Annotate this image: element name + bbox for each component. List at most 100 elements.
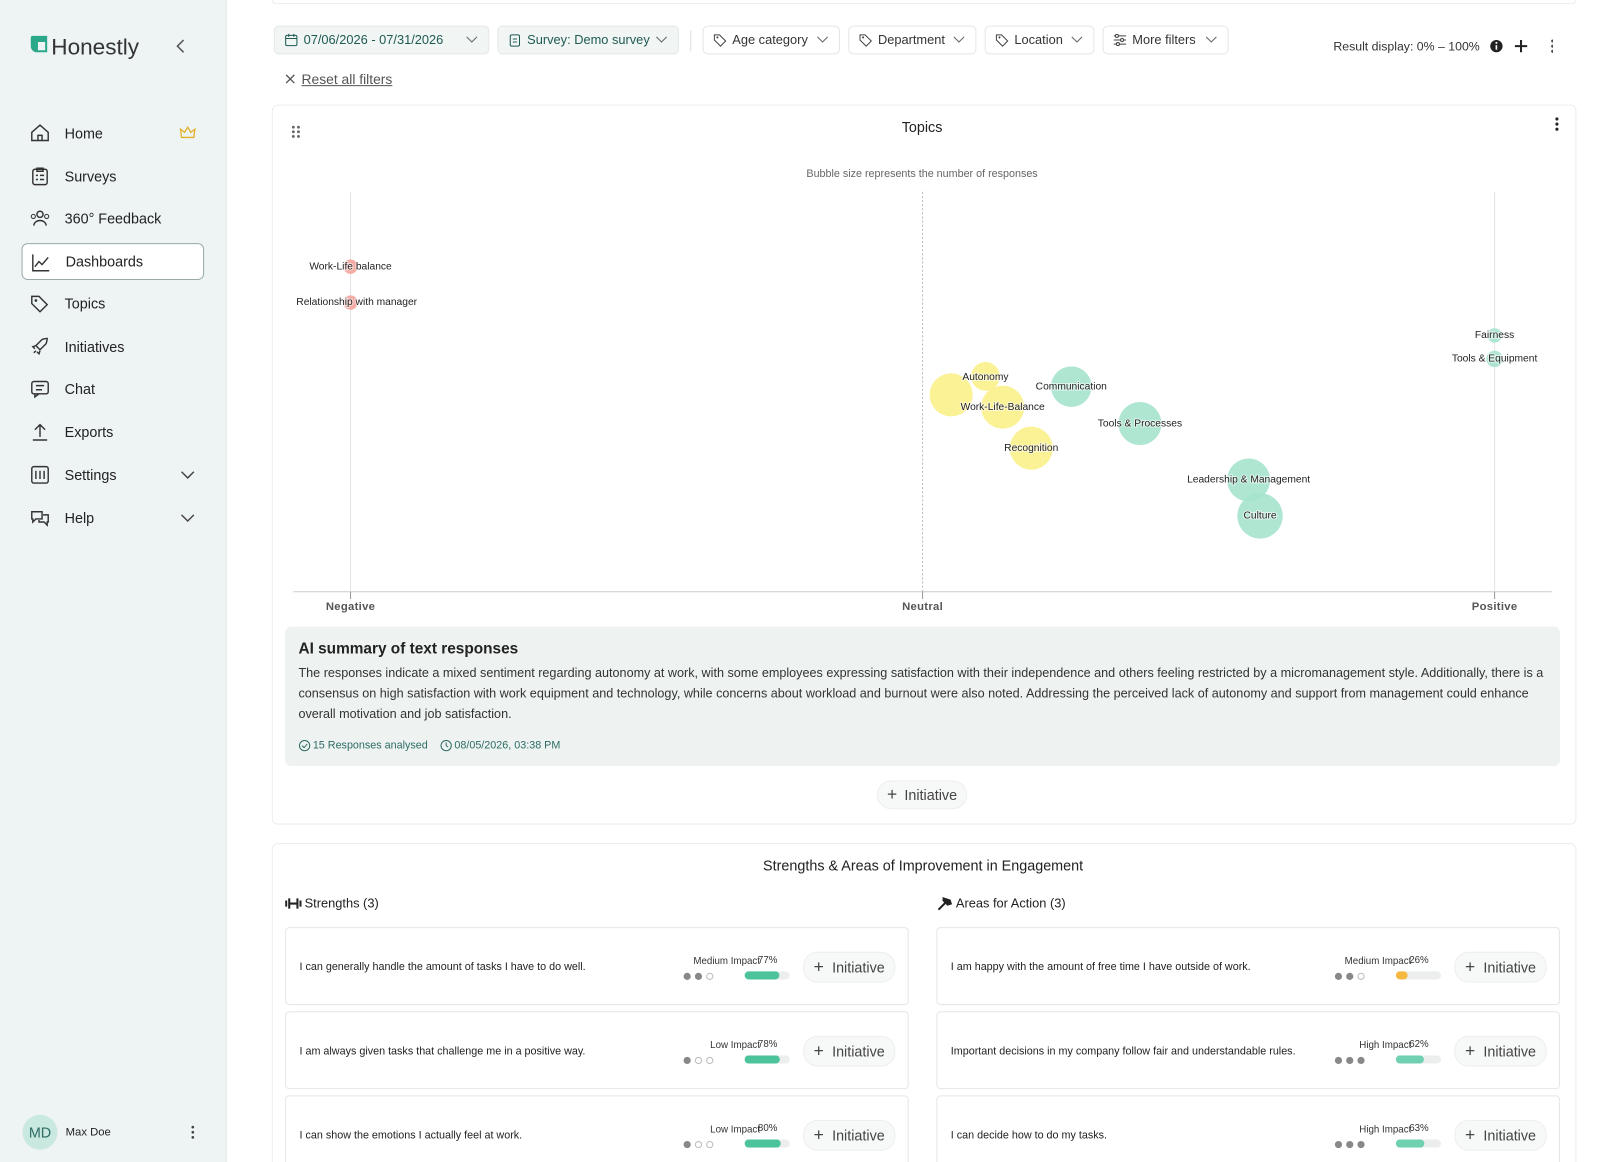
x-tick-label: Negative [326, 601, 375, 613]
impact-dots [1334, 1056, 1365, 1065]
statement-row: I am always given tasks that challenge m… [285, 1011, 909, 1090]
impact-dot [694, 972, 703, 980]
impact-dot [1346, 972, 1354, 980]
statement-text: Important decisions in my company follow… [950, 1045, 1296, 1058]
separator [690, 30, 692, 52]
initiative-button[interactable]: + Initiative [803, 1035, 896, 1067]
score-bar [1395, 1139, 1442, 1148]
bubble-label: Fairness [1475, 330, 1514, 341]
expand-chevron[interactable] [181, 471, 195, 479]
check-icon [298, 739, 311, 752]
nav-icon [31, 124, 49, 142]
impact-dot [706, 1140, 714, 1149]
initiative-button[interactable]: + Initiative [1454, 1119, 1547, 1151]
result-display: Result display: 0% – 100% [1333, 38, 1480, 54]
drag-handle[interactable] [291, 125, 301, 139]
avatar[interactable]: MD [22, 1114, 58, 1150]
clock-icon [440, 739, 452, 752]
chart-subtitle: Bubble size represents the number of res… [806, 168, 1037, 180]
group-heading: Areas for Action (3) [955, 896, 1066, 911]
impact-label: High Impact [1359, 1039, 1412, 1052]
statement-text: I am happy with the amount of free time … [950, 960, 1251, 974]
logo-icon [30, 35, 48, 53]
nav-label: Home [64, 125, 103, 142]
initiative-button[interactable]: + Initiative [1454, 1035, 1547, 1067]
bubble-label: Leadership & Management [1187, 475, 1310, 486]
nav-item[interactable]: Settings [22, 456, 205, 493]
initiative-button[interactable]: + Initiative [876, 780, 968, 810]
group-icon [937, 897, 953, 911]
nav-label: Dashboards [65, 253, 144, 270]
tag-icon [713, 34, 727, 47]
nav-label: Topics [64, 295, 106, 312]
nav-item[interactable]: Help [22, 499, 205, 536]
collapse-button[interactable] [174, 39, 186, 53]
impact-label: Medium Impact [1344, 955, 1412, 968]
bubble-label: Tools & Processes [1098, 418, 1182, 429]
statement-row: Important decisions in my company follow… [936, 1011, 1560, 1090]
summary-text: The responses indicate a mixed sentiment… [298, 665, 1544, 721]
nav-item[interactable]: Topics [22, 285, 205, 322]
nav-icon [31, 465, 49, 484]
user-menu[interactable] [190, 1125, 196, 1139]
bubble-label: Work-Life-Balance [961, 402, 1045, 413]
nav-item[interactable]: Dashboards [21, 243, 205, 280]
statement-row: I can decide how to do my tasks. High Imp… [936, 1095, 1560, 1162]
statement-row: I can generally handle the amount of tas… [285, 927, 909, 1006]
initiative-label: Initiative [1483, 958, 1537, 976]
impact-dot [706, 972, 714, 980]
sidebar: Honestly MD Max Doe Home Surveys 360° Feed… [0, 0, 227, 1162]
chevron [1205, 36, 1217, 43]
initiative-label: Initiative [1483, 1127, 1537, 1144]
engagement-title: Strengths & Areas of Improvement in Enga… [763, 857, 1084, 874]
impact-dot [706, 1056, 714, 1065]
card-menu[interactable] [1554, 117, 1560, 133]
nav-icon [30, 210, 50, 226]
tag-icon [995, 34, 1009, 47]
impact-dot [683, 972, 691, 980]
nav-item[interactable]: Chat [22, 370, 205, 407]
toolbar-icons[interactable] [1489, 39, 1553, 55]
nav-item[interactable]: Surveys [22, 158, 205, 195]
initiative-button[interactable]: + Initiative [1454, 951, 1547, 983]
tag-label: Location [1014, 32, 1063, 48]
responses-count: 15 Responses analysed [312, 739, 428, 752]
plus: + [813, 1125, 824, 1145]
initiative-button[interactable]: + Initiative [803, 951, 896, 983]
bubble [1487, 328, 1502, 343]
reset-filters[interactable]: Reset all filters [301, 71, 393, 88]
tag-icon [1113, 33, 1127, 47]
nav-item[interactable]: Home [22, 115, 205, 152]
nav-item[interactable]: Initiatives [22, 328, 205, 365]
nav-label: Exports [64, 423, 114, 440]
bubble [1118, 402, 1162, 446]
impact-dots [683, 1140, 714, 1149]
tag-filter[interactable]: Department [848, 25, 977, 55]
bubble [981, 385, 1025, 429]
score-fill [1395, 1055, 1424, 1064]
nav-item[interactable]: 360° Feedback [22, 200, 205, 237]
score-fill [744, 971, 780, 980]
x-tick-label: Neutral [902, 601, 943, 613]
nav-icon [32, 254, 50, 272]
initiative-button[interactable]: + Initiative [803, 1119, 896, 1151]
impact-dot [1334, 1140, 1343, 1149]
nav-item[interactable]: Exports [22, 413, 205, 450]
tag-filter[interactable]: Location [984, 25, 1095, 55]
date-text: 07/06/2026 - 07/31/2026 [303, 32, 444, 48]
expand-chevron[interactable] [181, 514, 195, 523]
nav-icon [31, 337, 48, 356]
statement-row: I can show the emotions I actually feel … [285, 1095, 909, 1162]
survey-text: Survey: Demo survey [527, 32, 650, 48]
score-bar [1395, 971, 1442, 980]
impact-dot [1346, 1140, 1354, 1149]
bubble [1486, 350, 1503, 368]
tag-filter[interactable]: More filters [1102, 25, 1229, 55]
impact-dot [1346, 1056, 1354, 1065]
date-filter[interactable]: 07/06/2026 - 07/31/2026 [273, 25, 490, 55]
impact-dots [1334, 1140, 1365, 1149]
x-tick-label: Positive [1472, 601, 1518, 613]
survey-filter[interactable]: Survey: Demo survey [497, 25, 679, 55]
tag-filter[interactable]: Age category [702, 25, 840, 55]
plus: + [813, 956, 824, 977]
